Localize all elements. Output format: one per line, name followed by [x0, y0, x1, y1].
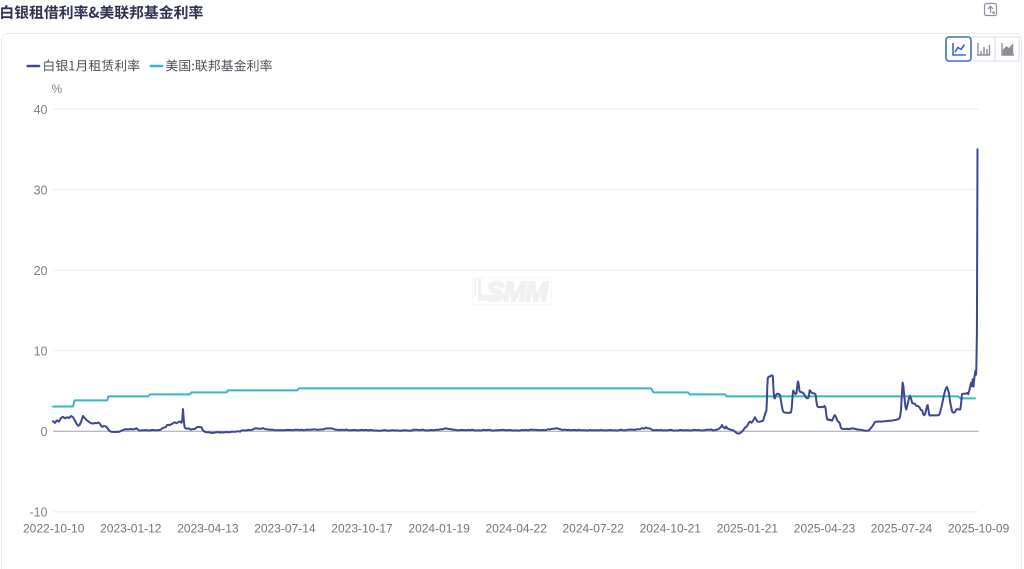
svg-text:2025-01-21: 2025-01-21: [717, 522, 779, 536]
svg-text:2023-10-17: 2023-10-17: [331, 522, 393, 536]
svg-text:SMM: SMM: [486, 276, 549, 307]
svg-text:10: 10: [34, 345, 48, 359]
svg-text:20: 20: [34, 264, 48, 278]
svg-text:2023-07-14: 2023-07-14: [254, 522, 316, 536]
svg-text:30: 30: [34, 183, 48, 197]
svg-text:2024-07-22: 2024-07-22: [563, 522, 625, 536]
svg-text:2022-10-10: 2022-10-10: [23, 522, 85, 536]
svg-text:-10: -10: [29, 506, 47, 520]
svg-text:40: 40: [34, 103, 48, 117]
svg-text:2025-10-09: 2025-10-09: [948, 522, 1010, 536]
svg-text:0: 0: [41, 425, 48, 439]
svg-text:2023-04-13: 2023-04-13: [177, 522, 239, 536]
svg-text:2024-04-22: 2024-04-22: [486, 522, 548, 536]
svg-text:2023-01-12: 2023-01-12: [100, 522, 162, 536]
svg-text:2024-10-21: 2024-10-21: [640, 522, 702, 536]
svg-text:2024-01-19: 2024-01-19: [408, 522, 470, 536]
svg-text:%: %: [52, 82, 63, 96]
svg-text:2025-04-23: 2025-04-23: [794, 522, 856, 536]
svg-text:2025-07-24: 2025-07-24: [871, 522, 933, 536]
